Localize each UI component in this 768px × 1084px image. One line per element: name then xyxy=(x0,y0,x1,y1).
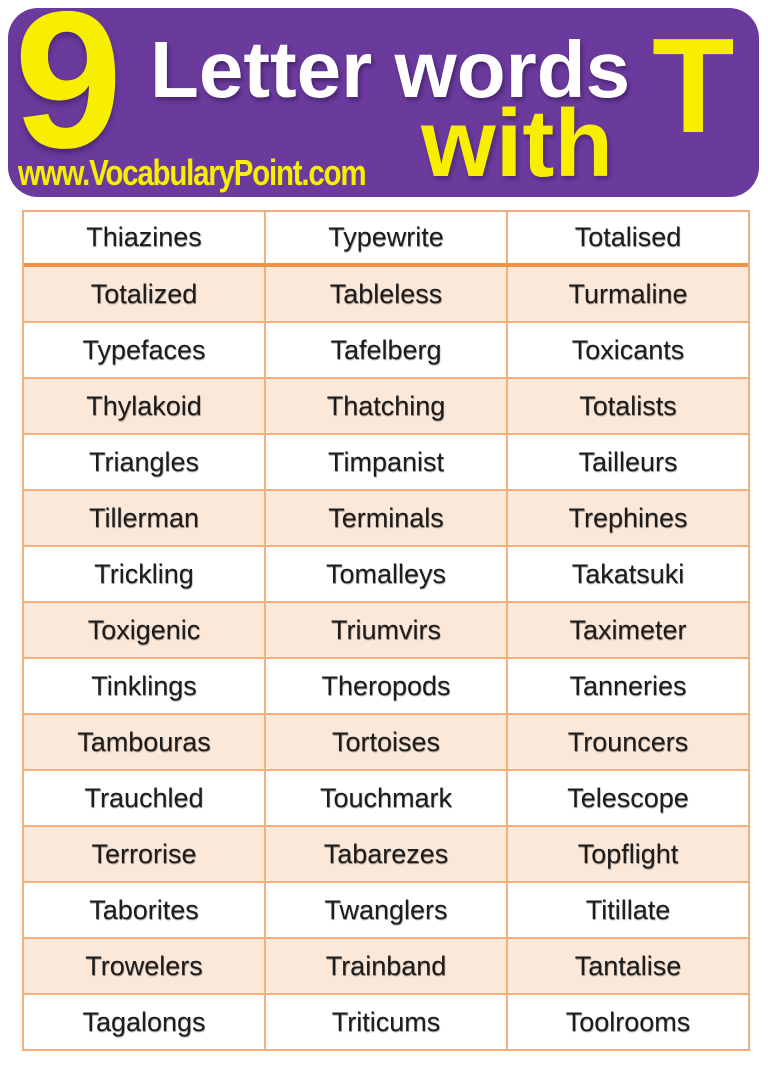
table-row: Tagalongs Triticums Toolrooms xyxy=(24,995,748,1049)
table-row: Typefaces Tafelberg Toxicants xyxy=(24,323,748,379)
word-cell: Trickling xyxy=(24,547,266,601)
word-cell: Titillate xyxy=(585,894,671,925)
big-number: 9 xyxy=(14,0,123,189)
word-cell: Tantalise xyxy=(574,950,682,981)
word-cell: Trainband xyxy=(266,939,508,993)
table-row: Trauchled Touchmark Telescope xyxy=(24,771,748,827)
word-cell: Tortoises xyxy=(266,715,508,769)
words-table: Thiazines Typewrite Totalised Totalized Tabl… xyxy=(22,210,750,1051)
word-cell: Toxigenic xyxy=(24,603,266,657)
table-row: Trickling Tomalleys Takatsuki xyxy=(24,547,748,603)
word-cell: Toolrooms xyxy=(565,1006,691,1037)
word-cell: Typewrite xyxy=(266,212,508,263)
header-letter-t: T xyxy=(652,10,735,161)
word-cell: Topflight xyxy=(577,838,679,869)
word-cell: Totalized xyxy=(24,267,266,321)
word-cell: Trauchled xyxy=(24,771,266,825)
table-row: Tinklings Theropods Tanneries xyxy=(24,659,748,715)
word-cell: Toxicants xyxy=(571,334,685,365)
word-cell: Tailleurs xyxy=(578,446,678,477)
word-cell: Trouncers xyxy=(567,726,689,757)
table-row: Thiazines Typewrite Totalised xyxy=(24,212,748,267)
table-row: Terrorise Tabarezes Topflight xyxy=(24,827,748,883)
word-cell: Taborites xyxy=(24,883,266,937)
word-cell: Turmaline xyxy=(568,278,688,309)
word-cell: Triticums xyxy=(266,995,508,1049)
word-cell: Tinklings xyxy=(24,659,266,713)
word-cell: Tabarezes xyxy=(266,827,508,881)
word-cell: Thiazines xyxy=(24,212,266,263)
word-cell: Thatching xyxy=(266,379,508,433)
word-cell: Trowelers xyxy=(24,939,266,993)
word-cell: Timpanist xyxy=(266,435,508,489)
word-cell: Telescope xyxy=(567,782,689,813)
word-cell: Theropods xyxy=(266,659,508,713)
website-url: www.VocabularyPoint.com xyxy=(18,152,367,194)
header-title: Letter words xyxy=(150,25,631,114)
word-cell: Taximeter xyxy=(569,614,687,645)
word-cell: Totalists xyxy=(579,390,677,421)
word-cell: Thylakoid xyxy=(24,379,266,433)
table-row: Thylakoid Thatching Totalists xyxy=(24,379,748,435)
word-cell: Tillerman xyxy=(24,491,266,545)
word-cell: Tagalongs xyxy=(24,995,266,1049)
table-row: Toxigenic Triumvirs Taximeter xyxy=(24,603,748,659)
word-cell: Terrorise xyxy=(24,827,266,881)
word-cell: Tomalleys xyxy=(266,547,508,601)
word-cell: Totalised xyxy=(574,222,682,252)
word-cell: Twanglers xyxy=(266,883,508,937)
word-cell: Tambouras xyxy=(24,715,266,769)
table-row: Triangles Timpanist Tailleurs xyxy=(24,435,748,491)
table-row: Taborites Twanglers Titillate xyxy=(24,883,748,939)
word-cell: Triumvirs xyxy=(266,603,508,657)
table-row: Tillerman Terminals Trephines xyxy=(24,491,748,547)
word-cell: Trephines xyxy=(568,502,688,533)
word-cell: Typefaces xyxy=(24,323,266,377)
word-cell: Touchmark xyxy=(266,771,508,825)
table-row: Tambouras Tortoises Trouncers xyxy=(24,715,748,771)
word-cell: Terminals xyxy=(266,491,508,545)
table-row: Totalized Tableless Turmaline xyxy=(24,267,748,323)
header-subtitle-with: with xyxy=(421,90,613,197)
word-cell: Tanneries xyxy=(569,670,687,701)
word-cell: Takatsuki xyxy=(571,558,685,589)
word-cell: Tafelberg xyxy=(266,323,508,377)
header-banner: 9 Letter words with T www.VocabularyPoin… xyxy=(8,0,759,197)
table-row: Trowelers Trainband Tantalise xyxy=(24,939,748,995)
word-cell: Tableless xyxy=(266,267,508,321)
word-cell: Triangles xyxy=(24,435,266,489)
